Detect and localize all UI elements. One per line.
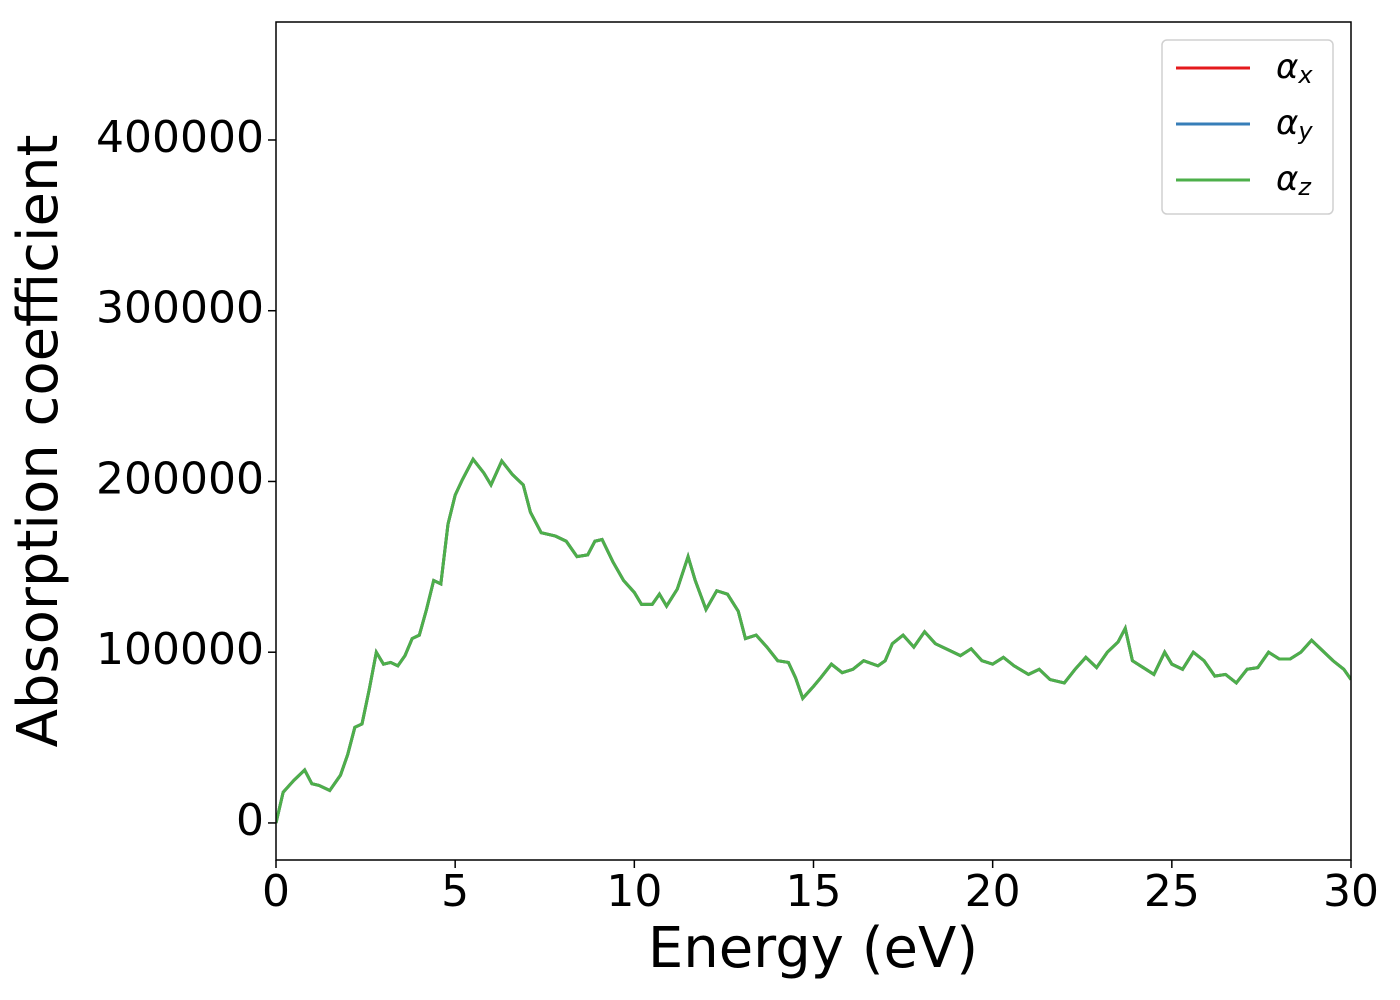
data-line	[276, 456, 1351, 824]
y-tick-label: 400000	[96, 112, 264, 163]
data-line	[276, 456, 1351, 824]
x-tick-label: 5	[441, 866, 469, 917]
y-tick-label: 200000	[96, 453, 264, 504]
x-tick-label: 10	[606, 866, 662, 917]
legend-label: αz	[1276, 159, 1312, 202]
plot-frame	[275, 21, 1352, 861]
y-tick-label: 0	[236, 795, 264, 846]
x-axis-label: Energy (eV)	[648, 916, 978, 981]
y-tick-label: 300000	[96, 283, 264, 334]
x-tick-label: 0	[262, 866, 290, 917]
data-line	[276, 456, 1351, 824]
x-tick-label: 20	[965, 866, 1021, 917]
legend-label: αy	[1276, 103, 1313, 146]
x-tick-label: 30	[1323, 866, 1379, 917]
y-axis-label: Absorption coefficient	[6, 135, 71, 748]
y-tick-label: 100000	[96, 624, 264, 675]
x-tick-label: 25	[1144, 866, 1200, 917]
legend-box	[1161, 39, 1334, 215]
legend-label: αx	[1276, 47, 1313, 90]
x-tick-label: 15	[786, 866, 842, 917]
